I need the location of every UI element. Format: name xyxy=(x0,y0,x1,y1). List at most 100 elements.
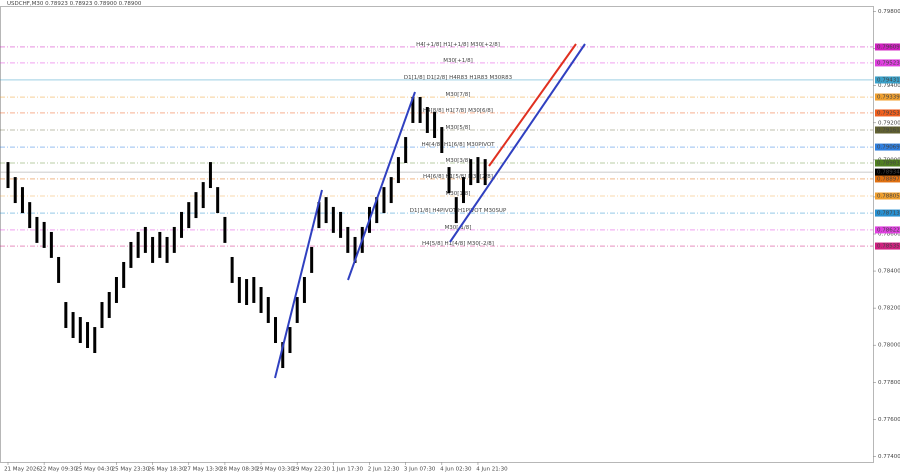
x-tick-label: 21 May 2026 xyxy=(4,467,40,473)
level-label: M30[7/8] xyxy=(446,92,471,98)
price-bar xyxy=(208,162,212,189)
level-label: M30[5/8] xyxy=(446,125,471,131)
price-bar xyxy=(180,211,184,238)
x-tick-label: 29 May 22:30 xyxy=(292,467,330,473)
level-price-label: 0.79523 xyxy=(877,60,900,66)
level-label: D1[1/8] D1[2/8] H4R83 H1R83 M30R83 xyxy=(404,75,513,81)
price-bar xyxy=(295,297,299,323)
price-bar xyxy=(237,277,241,303)
price-bar xyxy=(6,162,10,189)
level-price-box xyxy=(875,126,900,134)
level-price-box xyxy=(875,76,900,84)
level-label: D1[1/8] H4PIVOT H1PIVOT M30SUP xyxy=(410,208,507,214)
x-tick-label: 27 May 13:30 xyxy=(184,467,222,473)
price-bar xyxy=(440,127,444,153)
price-bar xyxy=(483,159,487,186)
chart-title: USDCHF,M30 0.78923 0.78923 0.78900 0.789… xyxy=(7,1,142,7)
y-tick-label: 0.77800 xyxy=(878,380,900,386)
price-bar xyxy=(310,246,314,273)
price-bar xyxy=(281,342,285,369)
level-price-label: 0.79431 xyxy=(877,77,900,83)
price-bar xyxy=(107,292,111,318)
level-label: M30[3/8] xyxy=(446,158,471,164)
level-price-label: 0.79161 xyxy=(877,128,900,134)
price-bar xyxy=(129,241,133,268)
level-label: M30[+1/8] xyxy=(443,58,473,64)
price-bar xyxy=(194,192,198,219)
level-price-label: 0.79253 xyxy=(877,110,900,116)
price-bar xyxy=(78,317,82,343)
level-label: H4[6/8] H1[5/8] M30[2/8] xyxy=(423,174,493,180)
x-tick-label: 4 Jun 02:30 xyxy=(440,467,472,473)
price-bar xyxy=(13,177,17,204)
x-tick-label: 28 May 08:30 xyxy=(220,467,258,473)
level-label: M30[-1/8] xyxy=(445,225,472,231)
plot-frame xyxy=(0,6,874,463)
level-price-box xyxy=(875,175,900,183)
level-price-box xyxy=(875,143,900,151)
level-label: H4[+1/8] H1[+1/8] M30[+2/8] xyxy=(416,42,500,48)
price-bar xyxy=(172,226,176,253)
y-tick-label: 0.79800 xyxy=(878,9,900,15)
y-tick-label: 0.79400 xyxy=(878,83,900,89)
x-tick-label: 22 May 09:30 xyxy=(39,467,77,473)
price-bar xyxy=(425,107,429,133)
level-price-box xyxy=(875,59,900,67)
x-tick-label: 3 Jun 07:30 xyxy=(404,467,436,473)
price-bar xyxy=(93,327,97,354)
price-bar xyxy=(151,236,155,263)
level-price-label: 0.78535 xyxy=(877,244,900,250)
trend-line xyxy=(347,91,416,281)
y-tick-label: 0.77400 xyxy=(878,454,900,460)
level-price-box xyxy=(875,192,900,200)
level-price-box xyxy=(875,109,900,117)
y-tick-label: 0.78200 xyxy=(878,306,900,312)
x-tick-label: 29 May 03:30 xyxy=(256,467,294,473)
level-price-box xyxy=(875,242,900,250)
price-bar xyxy=(302,277,306,303)
level-price-label: 0.78713 xyxy=(877,211,900,217)
price-bar xyxy=(382,187,386,214)
price-bar xyxy=(476,157,480,184)
price-bar xyxy=(35,216,39,243)
price-bar xyxy=(461,177,465,204)
trend-line xyxy=(449,43,586,243)
price-bar xyxy=(49,231,53,258)
x-tick-label: 25 May 04:30 xyxy=(75,467,113,473)
price-bar xyxy=(100,302,104,328)
x-tick-label: 26 May 18:30 xyxy=(148,467,186,473)
price-bar xyxy=(64,302,68,328)
price-bar xyxy=(389,177,393,204)
level-price-label: 0.79339 xyxy=(877,95,900,101)
level-label: M30[1/8] xyxy=(446,191,471,197)
level-price-label: 0.79069 xyxy=(877,145,900,151)
level-price-label: 0.78983 xyxy=(877,161,900,167)
price-bar xyxy=(28,202,32,229)
level-label: H4[8/8] H1[7/8] M30[6/8] xyxy=(423,108,493,114)
level-label: H4[5/8] H1[4/8] M30[-2/8] xyxy=(422,241,494,247)
y-tick-label: 0.78000 xyxy=(878,343,900,349)
price-bar xyxy=(469,159,473,186)
price-bar xyxy=(331,206,335,233)
level-price-box xyxy=(875,209,900,217)
level-price-label: 0.78805 xyxy=(877,194,900,200)
price-bar xyxy=(274,317,278,343)
x-tick-label: 2 Jun 12:30 xyxy=(368,467,400,473)
x-tick-label: 25 May 23:30 xyxy=(112,467,150,473)
current-price-label: 0.78934 xyxy=(877,170,900,176)
price-bar xyxy=(71,312,75,338)
price-bar xyxy=(375,197,379,224)
price-bar xyxy=(187,202,191,229)
price-bar xyxy=(122,261,126,288)
level-price-label: 0.78622 xyxy=(877,227,900,233)
price-bar xyxy=(324,197,328,224)
level-price-box xyxy=(875,226,900,234)
trend-line xyxy=(488,43,577,167)
price-bar xyxy=(346,226,350,253)
price-bar xyxy=(57,256,61,283)
price-bar xyxy=(317,202,321,229)
level-price-label: 0.78897 xyxy=(877,176,900,182)
price-bar xyxy=(165,236,169,263)
price-bar xyxy=(245,279,249,305)
